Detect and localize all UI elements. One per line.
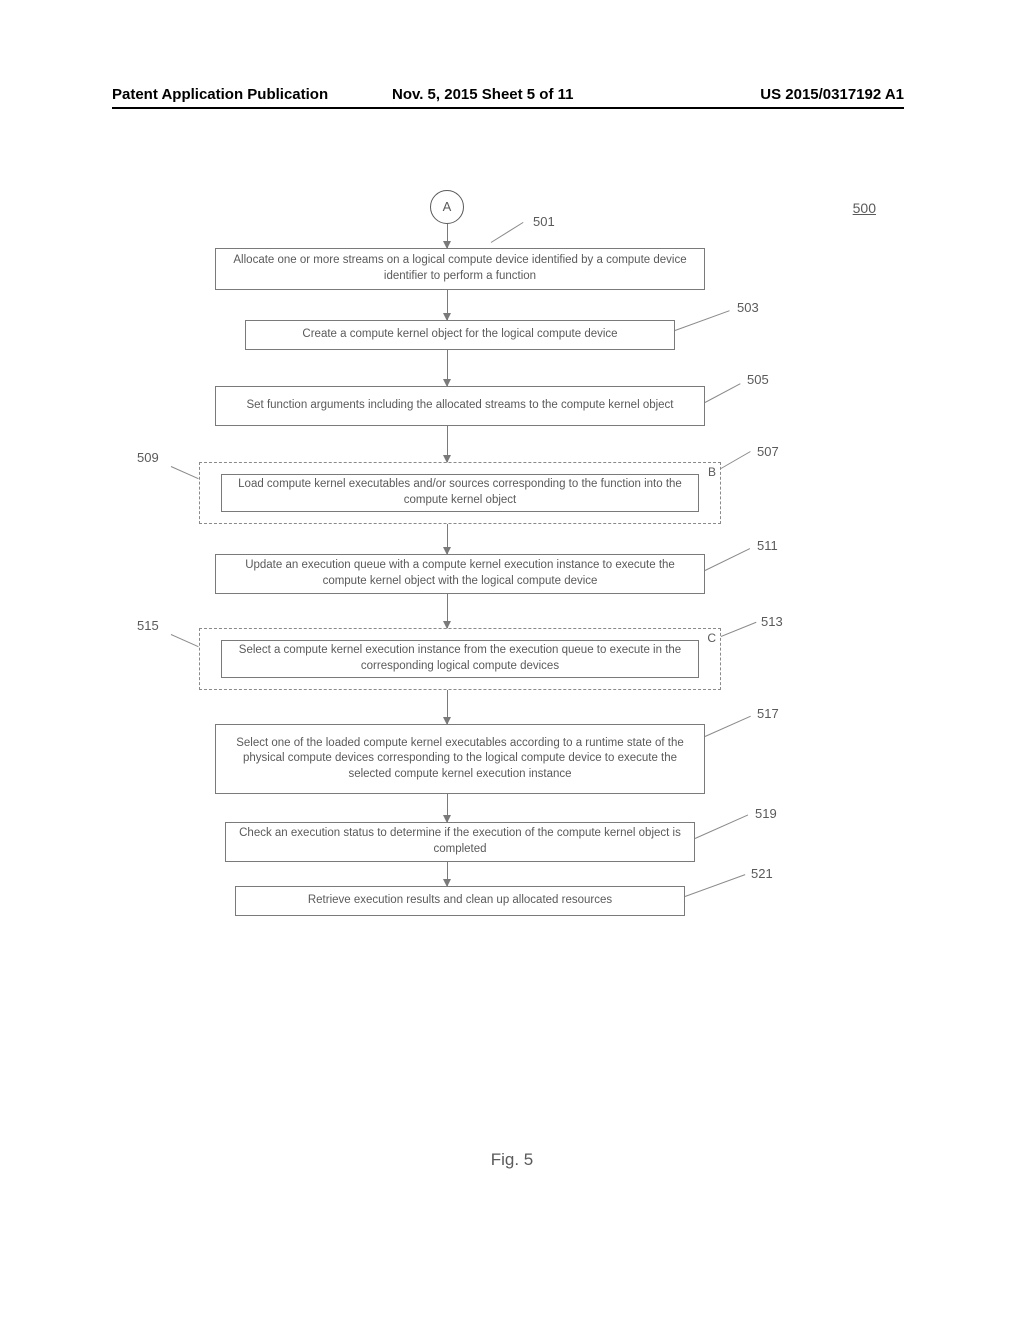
arrow — [447, 862, 448, 886]
box-515: Select a compute kernel execution instan… — [221, 640, 699, 678]
ref-line — [705, 548, 750, 571]
ref-521: 521 — [751, 866, 773, 881]
figure-caption: Fig. 5 — [0, 1150, 1024, 1170]
box-505: Set function arguments including the all… — [215, 386, 705, 426]
box-text: Check an execution status to determine i… — [234, 826, 686, 857]
ref-line — [721, 451, 751, 469]
box-text: Set function arguments including the all… — [246, 398, 673, 414]
arrow — [447, 594, 448, 628]
ref-513: 513 — [761, 614, 783, 629]
ref-501: 501 — [533, 214, 555, 229]
ref-509: 509 — [137, 450, 159, 465]
ref-503: 503 — [737, 300, 759, 315]
arrow — [447, 350, 448, 386]
box-519: Check an execution status to determine i… — [225, 822, 695, 862]
ref-519: 519 — [755, 806, 777, 821]
arrow — [447, 524, 448, 554]
box-511: Update an execution queue with a compute… — [215, 554, 705, 594]
header-left: Patent Application Publication — [112, 86, 328, 103]
box-text: Load compute kernel executables and/or s… — [230, 477, 690, 508]
box-text: Retrieve execution results and clean up … — [308, 893, 612, 909]
ref-517: 517 — [757, 706, 779, 721]
box-501: Allocate one or more streams on a logica… — [215, 248, 705, 290]
ref-line — [171, 634, 199, 647]
ref-507: 507 — [757, 444, 779, 459]
ref-511: 511 — [757, 538, 778, 553]
arrow — [447, 290, 448, 320]
ref-line — [491, 222, 524, 243]
arrow — [447, 690, 448, 724]
ref-line — [675, 310, 730, 331]
box-text: Select a compute kernel execution instan… — [230, 643, 690, 674]
header-center: Nov. 5, 2015 Sheet 5 of 11 — [392, 86, 573, 103]
box-text: Allocate one or more streams on a logica… — [224, 253, 696, 284]
ref-line — [685, 874, 745, 897]
arrow — [447, 224, 448, 248]
ref-line — [721, 622, 757, 637]
ref-line — [171, 466, 199, 479]
header-right: US 2015/0317192 A1 — [760, 86, 904, 103]
box-text: Select one of the loaded compute kernel … — [224, 736, 696, 783]
box-503: Create a compute kernel object for the l… — [245, 320, 675, 350]
ref-505: 505 — [747, 372, 769, 387]
arrow — [447, 794, 448, 822]
flowchart-diagram: A Allocate one or more streams on a logi… — [165, 190, 865, 1130]
ref-515: 515 — [137, 618, 159, 633]
ref-line — [705, 716, 751, 737]
box-517: Select one of the loaded compute kernel … — [215, 724, 705, 794]
connector-a: A — [430, 190, 464, 224]
box-521: Retrieve execution results and clean up … — [235, 886, 685, 916]
ref-line — [695, 814, 748, 839]
page: Patent Application Publication Nov. 5, 2… — [0, 0, 1024, 1320]
dashed-label-b: B — [708, 465, 716, 479]
arrow — [447, 426, 448, 462]
page-header: Patent Application Publication Nov. 5, 2… — [112, 86, 904, 109]
box-text: Update an execution queue with a compute… — [224, 558, 696, 589]
box-509: Load compute kernel executables and/or s… — [221, 474, 699, 512]
ref-line — [705, 383, 741, 403]
dashed-label-c: C — [707, 631, 716, 645]
box-text: Create a compute kernel object for the l… — [302, 327, 617, 343]
